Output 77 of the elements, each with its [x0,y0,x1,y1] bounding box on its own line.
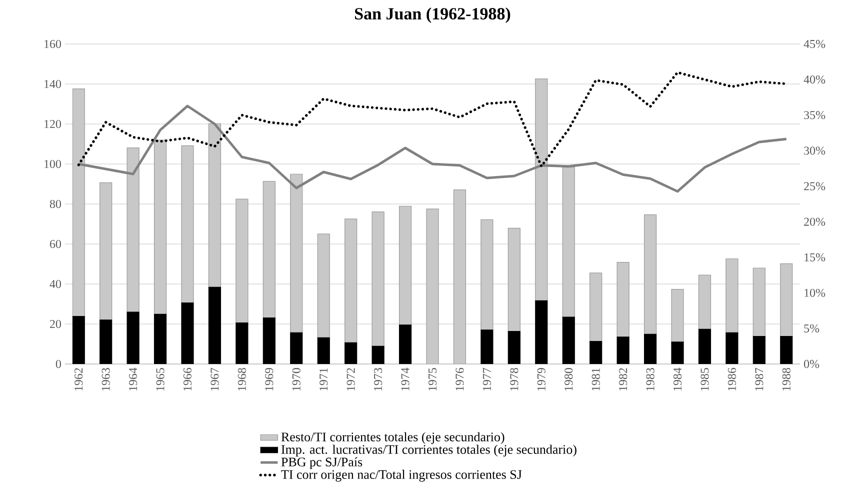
y2-tick-label: 35% [804,111,826,120]
y2-tick-label: 20% [804,218,826,226]
bar [208,123,222,288]
x-tick-label: 1980 [564,368,573,390]
x-tick-label: 1983 [646,368,654,390]
bar [317,234,330,338]
bar [100,182,112,320]
bar [616,262,630,338]
bar [126,148,140,312]
bar [508,228,520,332]
y-tick-label: 140 [44,80,62,88]
line-series [77,104,788,193]
y2-tick-label: 45% [804,40,826,48]
bar [562,166,575,318]
x-tick-label: 1988 [782,368,790,390]
y-tick-label: 40 [50,280,62,288]
x-tick-label: 1981 [592,368,600,390]
bar [344,218,358,343]
x-tick-label: 1973 [374,368,382,390]
x-tick-label: 1984 [673,368,682,390]
legend-label: Imp. act. lucrativas/TI corrientes totales (eje secundario) [281,444,576,456]
x-tick-label: 1968 [238,368,246,390]
y2-tick-label: 0% [804,360,820,368]
bar [698,274,712,330]
x-tick-label: 1971 [320,368,328,390]
bar [780,263,793,337]
y2-tick-label: 25% [804,182,826,190]
bar [290,174,303,334]
x-tick-label: 1985 [700,368,709,390]
x-tick-label: 1970 [292,368,300,390]
bar [398,206,412,326]
chart-title: San Juan (1962-1988) [355,8,510,23]
bar [752,268,766,337]
y2-tick-label: 30% [804,146,826,155]
bar [262,180,276,318]
x-tick-label: 1964 [129,368,138,390]
y-tick-label: 160 [44,40,62,48]
bar [726,258,738,334]
x-tick-label: 1975 [428,368,437,390]
x-tick-label: 1962 [74,368,83,390]
x-tick-label: 1974 [401,368,410,390]
legend-label: Resto/TI corrientes totales (eje secundario) [281,432,504,444]
x-tick-label: 1972 [346,368,355,390]
y2-tick-label: 40% [804,75,826,84]
x-tick-label: 1977 [482,368,491,390]
legend-label: PBG pc SJ/País [281,457,362,470]
y-tick-label: 80 [50,200,62,208]
y-tick-label: 120 [44,120,62,128]
x-tick-label: 1987 [755,368,764,390]
y-tick-label: 0 [56,360,62,368]
y2-tick-label: 15% [804,253,826,262]
legend-label: TI corr origen nac/Total ingresos corrientes SJ [281,470,522,482]
bar [590,272,602,342]
y2-tick-label: 5% [804,324,820,333]
y-tick-label: 100 [44,160,62,168]
bar [236,198,248,324]
bar [72,88,85,317]
y-tick-label: 20 [50,320,62,328]
bar [372,212,384,347]
y-tick-label: 60 [50,240,62,248]
y2-tick-label: 10% [804,288,826,297]
x-tick-label: 1963 [102,368,110,390]
bar [154,140,167,315]
x-tick-label: 1982 [619,368,628,390]
x-tick-label: 1967 [210,368,219,390]
bar [644,214,657,334]
x-tick-label: 1978 [510,368,518,390]
x-tick-label: 1969 [265,368,274,390]
bar [671,289,684,342]
x-tick-label: 1976 [456,368,464,390]
bar [181,145,194,304]
bar [535,78,548,302]
bar [480,219,494,330]
x-tick-label: 1966 [183,368,192,390]
x-tick-label: 1979 [537,368,546,390]
x-tick-label: 1986 [728,368,736,390]
x-tick-label: 1965 [156,368,164,390]
